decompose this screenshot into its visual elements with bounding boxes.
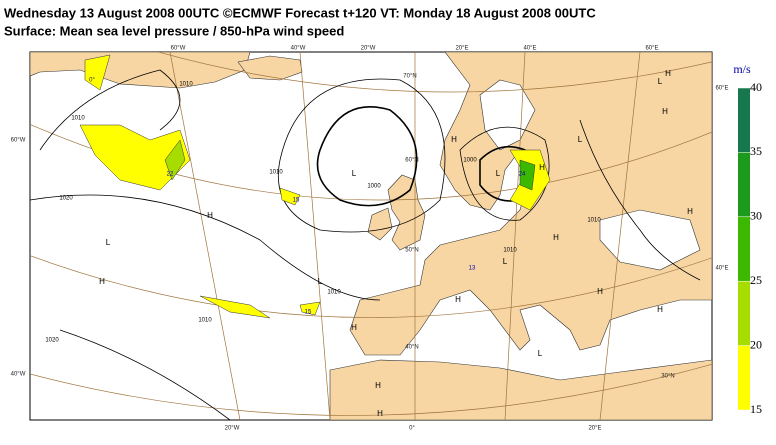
pressure-center: H [375,381,381,390]
isobar-label: 1020 [45,338,59,344]
subtitle: Surface: Mean sea level pressure / 850-h… [4,23,344,38]
isobar-label: 1010 [71,116,85,122]
pressure-center: H [687,207,693,216]
graticule-label: 60°N [405,158,418,164]
pressure-center: L [318,277,323,286]
pressure-center: H [539,163,545,172]
pressure-center: H [597,287,603,296]
pressure-center: H [657,305,663,314]
pressure-center: H [207,211,213,220]
wind-maximum: 15 [305,310,312,316]
pressure-center: L [106,238,111,247]
graticule-label: 40°E [523,46,536,52]
colorbar-segment [738,216,750,282]
graticule-label: 40°W [11,372,26,378]
wind-maximum: 15 [293,198,300,204]
graticule-label: 40°E [715,266,728,272]
isobar-label: 1010 [327,290,341,296]
graticule-label: 30°N [661,374,674,380]
title: Wednesday 13 August 2008 00UTC ©ECMWF Fo… [4,5,596,20]
pressure-center: H [662,107,668,116]
graticule-label: 20°E [455,46,468,52]
wind-maximum: 22 [167,172,174,178]
graticule-label: 40°N [405,345,418,351]
graticule-label: 60°E [715,86,728,92]
pressure-center: H [451,135,457,144]
pressure-center: L [538,349,543,358]
colorbar-label: 25 [750,273,762,287]
colorbar-label: 30 [750,209,762,223]
pressure-center: H [455,295,461,304]
wind-maximum: 13 [469,266,476,272]
wind-areas [79,54,551,319]
graticule-label: 60°E [645,46,658,52]
isobar-label: 1010 [179,82,193,88]
isobar-label: 1010 [503,248,517,254]
isobar-label: 1000 [367,184,381,190]
pressure-center: H [665,69,671,78]
colorbar-label: 15 [750,402,762,416]
graticule-label: 70°N [403,74,416,80]
colorbar-segment [738,281,750,346]
colorbar-segment [738,345,750,410]
colorbar-segment [738,152,750,217]
pressure-center: H [99,277,105,286]
colorbar-label: 35 [750,144,762,158]
colorbar-label: 40 [750,80,762,94]
colorbar-label: 20 [750,337,762,351]
graticule-label: 50°N [405,248,418,254]
graticule-label: 0° [409,426,415,432]
pressure-center: L [658,77,663,86]
graticule-label: 20°W [361,46,376,52]
pressure-center: H [351,323,357,332]
colorbar: m/s [733,62,751,76]
map [29,51,713,421]
wind-maximum: 24 [519,172,526,178]
graticule-label: 60°W [11,138,26,144]
pressure-center: L [503,257,508,266]
isobar-label: 1010 [269,170,283,176]
isobar-label: 1010 [587,218,601,224]
pressure-center: L [352,169,357,178]
pressure-center: H [553,233,559,242]
colorbar-segment [738,88,750,153]
pressure-center: H [377,409,383,418]
graticule-label: 20°E [588,426,601,432]
isobar-label: 1000 [463,158,477,164]
graticule-label: 40°W [291,46,306,52]
graticule-label: 0° [89,78,95,84]
colorbar-unit: m/s [733,62,751,76]
graticule-label: 20°W [225,426,240,432]
graticule [30,52,712,420]
graticule-label: 60°W [171,46,186,52]
isobar-label: 1010 [198,318,212,324]
isobar-label: 1020 [59,196,73,202]
pressure-center: L [578,135,583,144]
pressure-center: L [496,169,501,178]
